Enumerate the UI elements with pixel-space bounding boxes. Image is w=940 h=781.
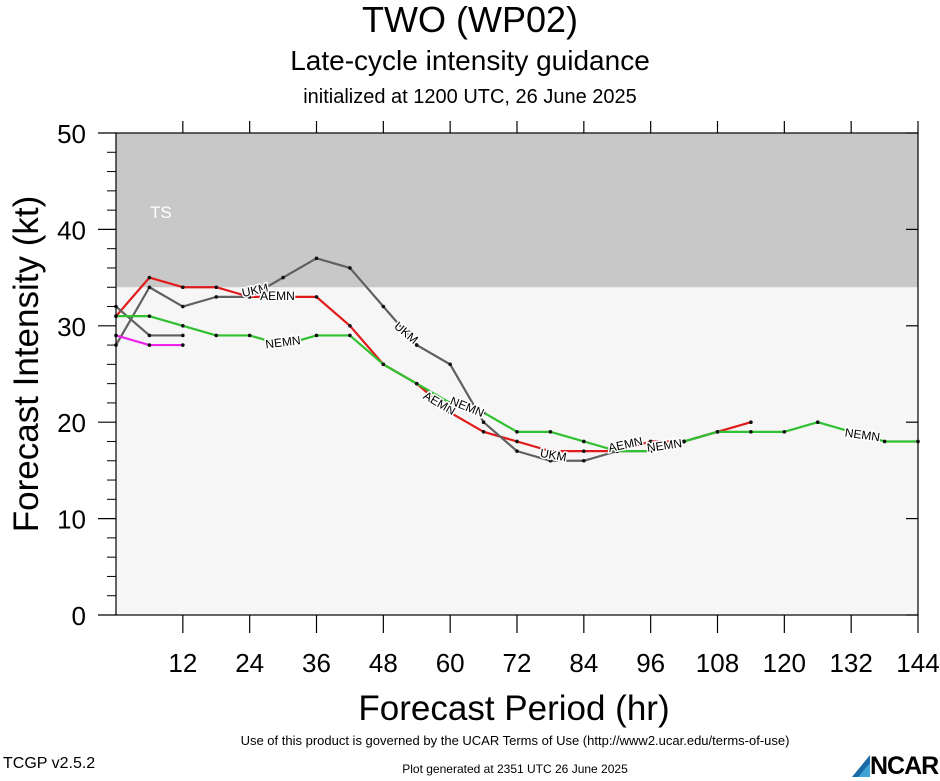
series-1-point-2 — [181, 304, 185, 309]
y-tick-label: 30 — [57, 312, 86, 342]
annotation-9: NEMN — [844, 425, 881, 444]
series-1-point-13 — [548, 458, 553, 463]
initialization-time: initialized at 1200 UTC, 26 June 2025 — [303, 86, 637, 108]
x-tick-label: 84 — [569, 648, 598, 678]
x-tick-label: 132 — [829, 648, 872, 678]
y-tick-label: 40 — [57, 215, 86, 245]
series-3-point-2 — [181, 324, 185, 328]
series-3-point-14 — [582, 439, 586, 444]
series-0-point-2 — [181, 285, 185, 290]
series-1-point-7 — [348, 266, 352, 270]
band-0 — [116, 133, 918, 288]
series-1-point-6 — [314, 256, 319, 261]
annotation-8: NEMN — [646, 436, 683, 455]
series-2-point-2 — [181, 333, 185, 338]
series-1-point-3 — [214, 295, 219, 299]
y-tick-label: 10 — [57, 505, 86, 535]
x-tick-label: 96 — [636, 648, 665, 678]
annotation-6: UKM — [539, 446, 568, 464]
series-1-point-14 — [582, 458, 586, 463]
series-3-point-6 — [314, 333, 319, 338]
series-3-point-7 — [348, 333, 352, 338]
series-0-point-5 — [281, 295, 285, 299]
series-3-point-12 — [515, 430, 519, 434]
series-3-point-8 — [381, 362, 386, 367]
series-0-point-1 — [147, 275, 152, 280]
series-line-0 — [115, 276, 752, 453]
x-tick-label: 60 — [436, 648, 465, 678]
series-3-point-3 — [214, 333, 219, 338]
series-1-point-8 — [381, 304, 386, 309]
series-0-point-11 — [481, 430, 486, 434]
series-0-point-19 — [749, 420, 753, 425]
series-0-point-6 — [314, 295, 319, 299]
annotation-2: NEMN — [265, 333, 302, 351]
x-axis-label: Forecast Period (hr) — [358, 689, 669, 728]
x-tick-label: 24 — [235, 648, 264, 678]
series-3-point-16 — [648, 449, 653, 453]
series-3-point-1 — [147, 314, 152, 318]
series-3-point-10 — [448, 401, 452, 405]
x-tick-label: 12 — [168, 648, 197, 678]
series-3-point-18 — [715, 430, 720, 434]
x-tick-label: 120 — [763, 648, 806, 678]
series-1-point-12 — [515, 449, 519, 453]
series-3-point-17 — [682, 439, 686, 444]
series-0-point-10 — [448, 410, 452, 415]
series-1-point-10 — [448, 362, 452, 367]
series-1-point-9 — [414, 343, 419, 347]
x-tick-label: 144 — [896, 648, 939, 678]
series-0-point-13 — [548, 449, 553, 453]
series-0-point-3 — [214, 285, 219, 290]
y-tick-label: 20 — [57, 408, 86, 438]
ncar-logo-text: NCAR — [870, 752, 939, 780]
generated-time: Plot generated at 2351 UTC 26 June 2025 — [402, 762, 628, 776]
series-3-point-20 — [782, 430, 787, 434]
series-2-point-1 — [147, 333, 152, 338]
ncar-logo: NCAR — [850, 751, 940, 780]
series-3-point-23 — [882, 439, 887, 444]
series-4-point-1 — [147, 343, 152, 347]
y-axis-label: Forecast Intensity (kt) — [7, 196, 46, 532]
band-label: TS — [150, 203, 172, 222]
x-tick-label: 108 — [696, 648, 739, 678]
chart-subtitle: Late-cycle intensity guidance — [290, 45, 650, 76]
version-label: TCGP v2.5.2 — [3, 755, 96, 772]
series-3-point-22 — [849, 430, 853, 434]
x-tick-label: 36 — [302, 648, 331, 678]
x-tick-label: 48 — [369, 648, 398, 678]
series-3-point-11 — [481, 410, 486, 415]
series-3-point-13 — [548, 430, 553, 434]
series-1-point-4 — [247, 295, 252, 299]
series-4-point-2 — [181, 343, 185, 347]
y-tick-label: 50 — [57, 119, 86, 149]
x-tick-label: 72 — [503, 648, 532, 678]
series-3-point-21 — [815, 420, 820, 425]
series-3-point-19 — [749, 430, 753, 434]
series-1-point-5 — [281, 275, 285, 280]
series-3-point-9 — [414, 381, 419, 386]
series-0-point-16 — [648, 439, 653, 444]
series-0-point-7 — [348, 324, 352, 328]
annotation-1: AEMN — [260, 289, 295, 303]
ncar-logo-icon — [852, 755, 870, 777]
series-1-point-1 — [147, 285, 152, 290]
series-3-point-5 — [281, 343, 285, 347]
series-0-point-12 — [515, 439, 519, 444]
chart-title: TWO (WP02) — [362, 0, 578, 40]
series-3-point-15 — [615, 449, 620, 453]
series-0-point-14 — [582, 449, 586, 453]
series-3-point-4 — [247, 333, 252, 338]
y-tick-label: 0 — [72, 601, 86, 631]
series-1-point-11 — [481, 420, 486, 425]
terms-of-use: Use of this product is governed by the U… — [240, 733, 790, 748]
